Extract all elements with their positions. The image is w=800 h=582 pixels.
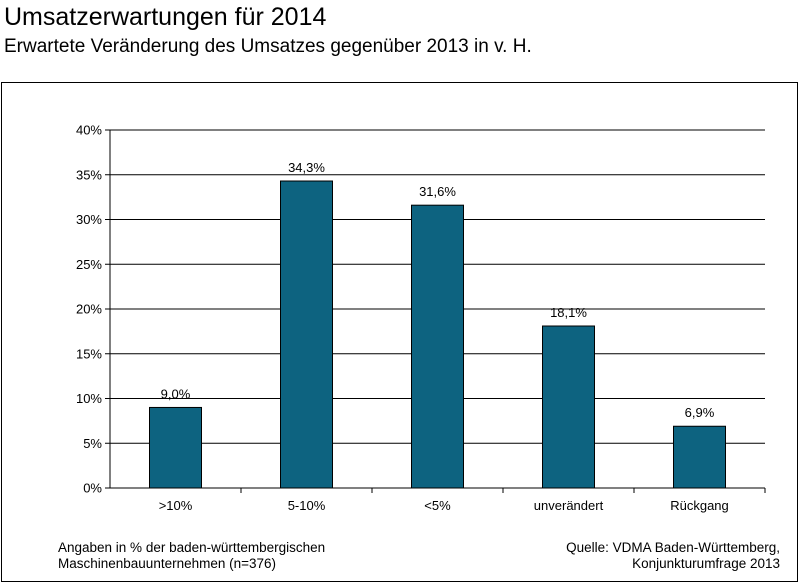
data-label: 6,9% (685, 405, 715, 420)
y-tick-label: 10% (76, 391, 102, 406)
bar (542, 325, 595, 489)
y-tick-label: 0% (83, 481, 102, 496)
y-tick-label: 35% (76, 167, 102, 182)
x-tick-label: Rückgang (670, 498, 729, 513)
data-label: 18,1% (550, 305, 587, 320)
source-note: Quelle: VDMA Baden-Württemberg, Konjunkt… (566, 540, 780, 572)
footnote: Angaben in % der baden-württembergischen… (58, 540, 325, 572)
source-line-1: Quelle: VDMA Baden-Württemberg, (566, 540, 780, 555)
x-tick-label: <5% (424, 498, 451, 513)
footnote-line-1: Angaben in % der baden-württembergischen (58, 540, 326, 555)
y-tick-label: 30% (76, 212, 102, 227)
y-tick-label: 5% (83, 436, 102, 451)
source-line-2: Konjunkturumfrage 2013 (632, 556, 780, 571)
bar (149, 406, 202, 489)
data-label: 34,3% (288, 160, 325, 175)
data-label: 31,6% (419, 184, 456, 199)
bar (411, 204, 464, 489)
data-label: 9,0% (161, 386, 191, 401)
chart-subtitle: Erwartete Veränderung des Umsatzes gegen… (4, 36, 532, 57)
x-tick-label: 5-10% (288, 498, 326, 513)
y-tick-label: 15% (76, 346, 102, 361)
y-tick-label: 20% (76, 302, 102, 317)
y-tick-label: 40% (76, 123, 102, 138)
chart-title: Umsatzerwartungen für 2014 (4, 3, 327, 31)
footnote-line-2: Maschinenbauunternehmen (n=376) (58, 556, 277, 571)
bar (673, 425, 726, 489)
y-tick-label: 25% (76, 257, 102, 272)
bar (280, 180, 333, 489)
x-tick-label: unverändert (534, 498, 604, 513)
x-tick-label: >10% (159, 498, 193, 513)
